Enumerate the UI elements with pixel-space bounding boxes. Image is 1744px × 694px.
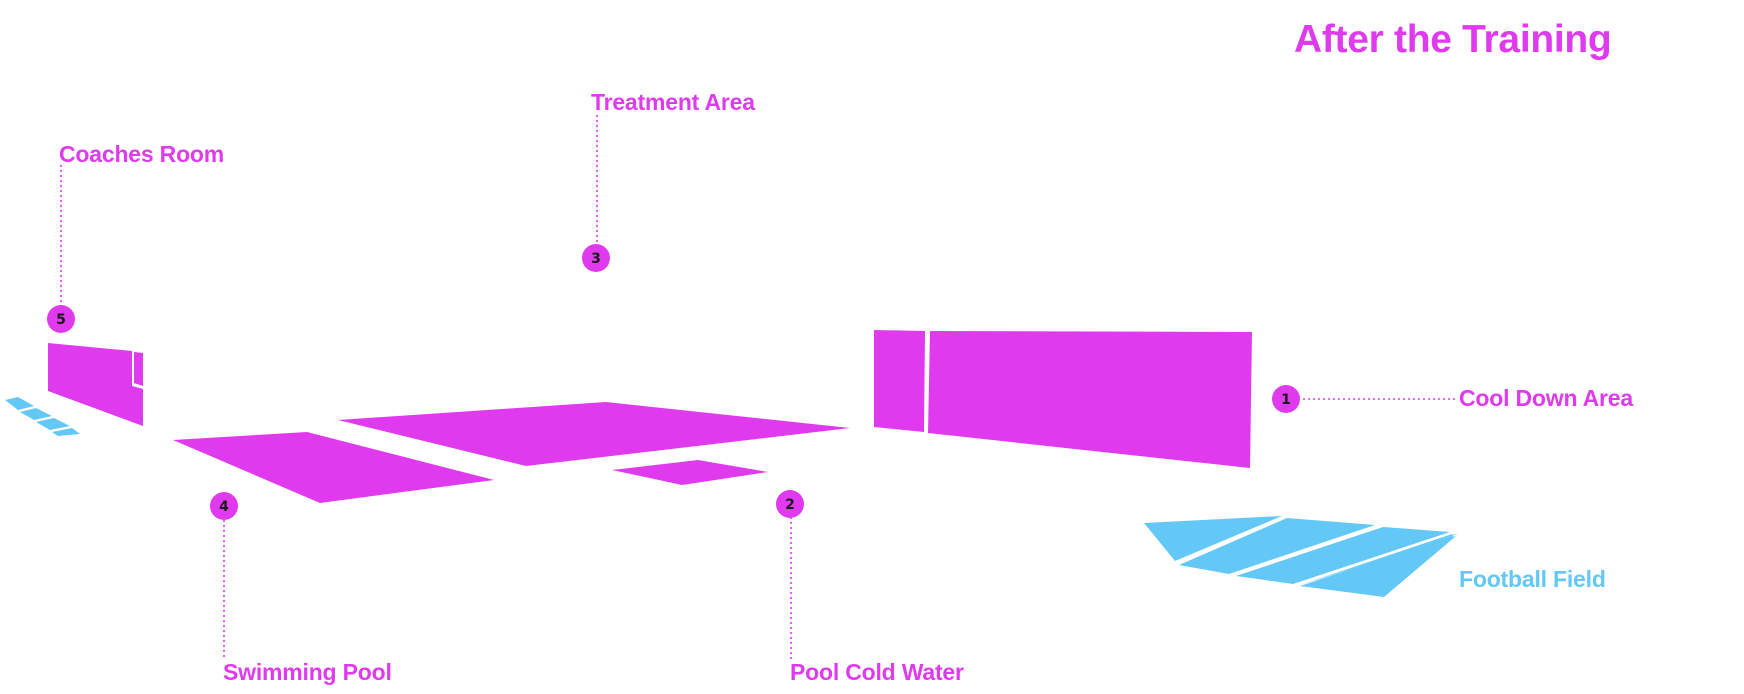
field-stripe bbox=[36, 418, 70, 430]
marker-5: 5 bbox=[47, 305, 75, 333]
field-stripe bbox=[1179, 518, 1375, 574]
coaches-room-block bbox=[48, 343, 143, 426]
marker-1: 1 bbox=[1272, 385, 1300, 413]
marker-number: 2 bbox=[785, 497, 795, 513]
treatment-area-shape bbox=[338, 402, 850, 466]
coaches-room-annex bbox=[134, 352, 143, 386]
marker-4: 4 bbox=[210, 492, 238, 520]
field-stripe bbox=[1300, 536, 1453, 586]
field-stripe bbox=[1144, 516, 1282, 561]
marker-number: 1 bbox=[1281, 392, 1291, 408]
label-coaches-room: Coaches Room bbox=[59, 141, 225, 167]
cool-down-block-large bbox=[928, 331, 1252, 468]
label-cool-down-area: Cool Down Area bbox=[1459, 385, 1633, 411]
field-stripe bbox=[52, 428, 80, 436]
field-stripe bbox=[1236, 527, 1450, 584]
marker-2: 2 bbox=[776, 490, 804, 518]
cool-down-block-small bbox=[874, 330, 925, 432]
marker-3: 3 bbox=[582, 244, 610, 272]
diagram-title: After the Training bbox=[1294, 18, 1612, 61]
field-stripe bbox=[20, 408, 52, 420]
field-stripe-end bbox=[1300, 536, 1456, 597]
marker-number: 5 bbox=[56, 312, 66, 328]
field-stripe bbox=[1300, 535, 1454, 585]
pool-cold-water-shape bbox=[612, 460, 768, 485]
label-football-field: Football Field bbox=[1459, 566, 1606, 592]
field-stripe bbox=[5, 397, 34, 410]
football-field-left bbox=[5, 397, 80, 436]
marker-number: 3 bbox=[591, 251, 601, 267]
label-pool-cold-water: Pool Cold Water bbox=[790, 659, 964, 685]
coaches-room-building bbox=[48, 343, 143, 426]
football-field-right bbox=[1144, 516, 1458, 597]
label-swimming-pool: Swimming Pool bbox=[223, 659, 392, 685]
leader-lines bbox=[60, 115, 1458, 660]
cool-down-area-building bbox=[874, 330, 1252, 468]
marker-number: 4 bbox=[219, 499, 229, 515]
label-treatment-area: Treatment Area bbox=[591, 89, 755, 115]
swimming-pool-shape bbox=[173, 432, 494, 503]
